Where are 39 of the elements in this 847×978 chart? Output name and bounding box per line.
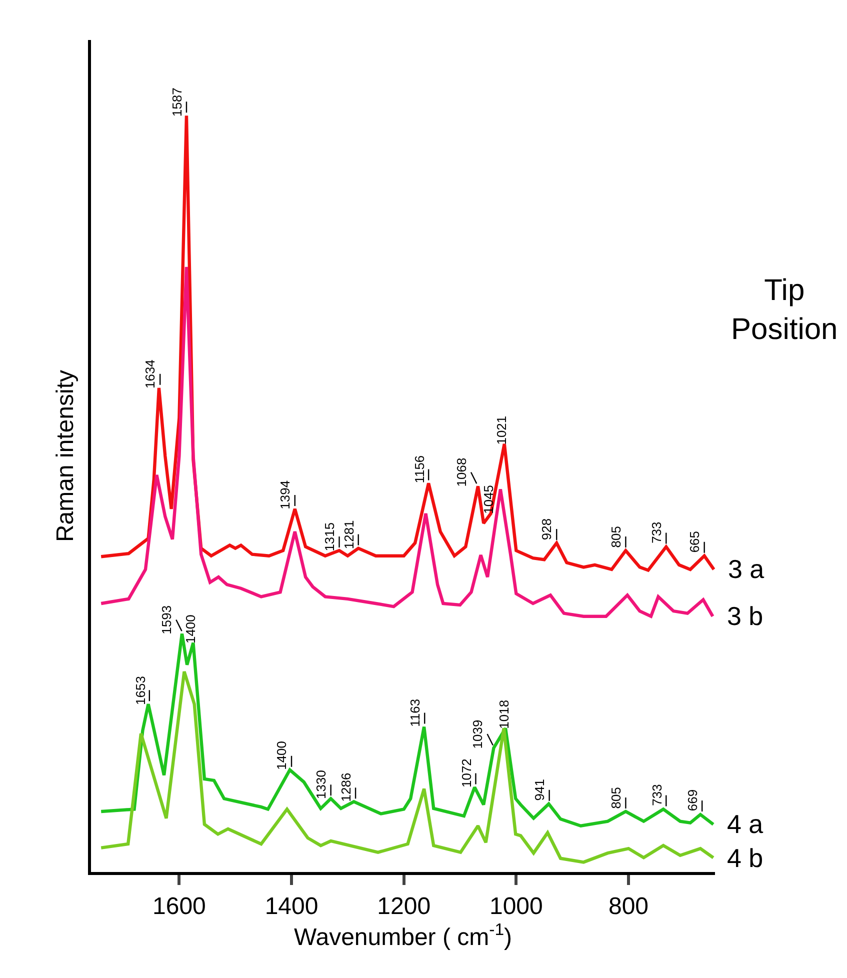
annotation: 733 <box>648 522 664 544</box>
x-tick-label: 1000 <box>489 892 543 920</box>
annotation: 1163 <box>407 698 422 727</box>
annotation: 941 <box>532 779 547 801</box>
annotation: 1593 <box>158 605 174 634</box>
annotation: 1072 <box>458 758 474 788</box>
y-axis-title: Raman intensity <box>52 370 80 542</box>
series-label: 3 a <box>728 554 765 584</box>
annotation: 1018 <box>496 700 512 729</box>
annotation: 1286 <box>338 772 354 802</box>
x-tick-label: 1600 <box>152 892 206 920</box>
annotation: 1068 <box>454 458 470 487</box>
series-label: 4 b <box>727 843 764 873</box>
annotation: 1634 <box>142 360 158 389</box>
annotation: 805 <box>608 786 624 809</box>
annotation: 733 <box>649 784 664 806</box>
annotation: 665 <box>686 530 702 553</box>
annotation: 1045 <box>480 484 496 514</box>
annotation: 1400 <box>274 740 290 770</box>
x-tick-label: 1200 <box>377 892 431 920</box>
annotation: 1330 <box>314 770 329 799</box>
series-label: 3 b <box>727 601 764 631</box>
x-tick-label: 1400 <box>264 892 318 920</box>
annotation: 1039 <box>470 720 485 749</box>
x-tick-label: 800 <box>608 892 649 920</box>
annotation: 1021 <box>494 416 509 445</box>
annotation: 805 <box>608 526 624 548</box>
legend-title: Tip Position <box>731 274 838 346</box>
annotation: 1394 <box>277 480 292 510</box>
annotation: 1400 <box>182 614 198 644</box>
annotation: 1156 <box>412 455 427 484</box>
annotation: 1587 <box>169 88 184 117</box>
x-axis-title: Wavenumber ( cm$^{-1}$) <box>294 920 512 951</box>
annotation: 669 <box>685 789 700 812</box>
annotation: 1315 <box>322 522 338 552</box>
series-label: 4 a <box>727 809 764 839</box>
annotation: 1281 <box>342 520 357 550</box>
annotation: 1653 <box>132 676 148 705</box>
annotation: 928 <box>539 518 554 540</box>
